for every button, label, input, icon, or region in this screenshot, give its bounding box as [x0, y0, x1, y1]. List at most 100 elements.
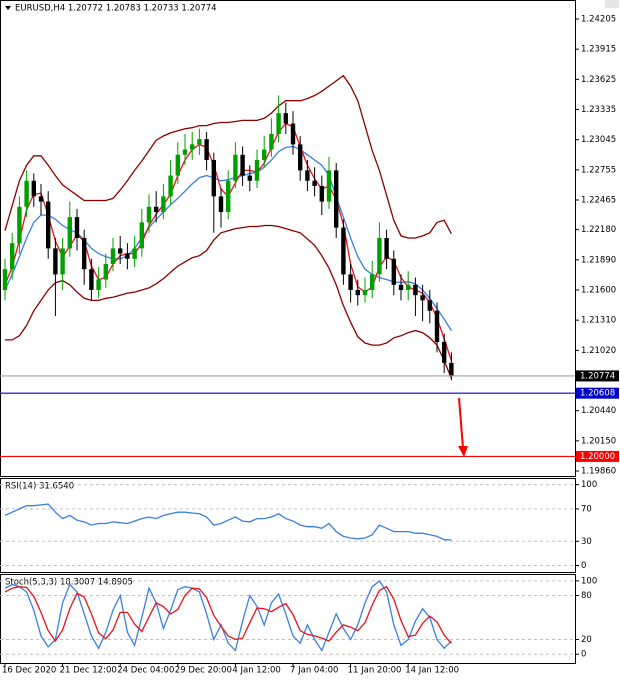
- price-level-box: [576, 370, 619, 382]
- candle-body: [125, 253, 130, 259]
- y-tick-label: 1.21600: [581, 285, 616, 295]
- candle-body: [269, 133, 274, 150]
- candle-body: [110, 248, 116, 264]
- candle-body: [233, 154, 238, 181]
- x-tick-label: 4 Jan 12:00: [232, 666, 280, 676]
- plot-layer: 1.24205 1.23915 1.23625 1.23335 1.23045 1.227…: [0, 14, 619, 676]
- indicator-line: [4, 579, 452, 652]
- candle-body: [46, 201, 51, 249]
- candle-body: [341, 227, 346, 275]
- candle-body: [74, 217, 80, 238]
- candle-body: [154, 206, 159, 212]
- rsi-panel-frame: [0, 478, 576, 573]
- candle-body: [204, 139, 209, 160]
- candle-body: [53, 248, 58, 275]
- x-tick-label: 7 Jan 04:00: [290, 666, 338, 676]
- candle-body: [370, 274, 375, 290]
- candle-body: [326, 170, 332, 202]
- x-tick-label: 14 Jan 12:00: [405, 666, 459, 676]
- y-tick-label: 1.22180: [581, 225, 616, 235]
- candle-body: [434, 310, 440, 343]
- y-tick-label: 70: [581, 504, 592, 514]
- y-tick-label: 1.22755: [581, 165, 616, 175]
- candle-body: [10, 243, 15, 270]
- candle-body: [406, 284, 411, 290]
- candle-body: [391, 258, 396, 285]
- y-tick-label: 30: [581, 537, 592, 547]
- candle-body: [319, 185, 324, 202]
- candle-body: [377, 237, 382, 275]
- x-tick-label: 11 Jan 20:00: [348, 666, 402, 676]
- y-tick-label: 0: [581, 561, 586, 571]
- candle-body: [218, 196, 224, 212]
- candle-body: [254, 159, 260, 181]
- candle-body: [60, 248, 65, 275]
- x-tick-label: 24 Dec 04:00: [117, 666, 174, 676]
- candle-body: [38, 196, 44, 202]
- candle-body: [2, 269, 8, 290]
- main-panel-frame: [0, 0, 576, 477]
- candle-body: [211, 159, 216, 197]
- y-tick-label: 1.24205: [581, 14, 616, 24]
- main-title: EURUSD,H4 1.20772 1.20783 1.20733 1.2077…: [15, 4, 217, 14]
- y-tick-label: 1.20150: [581, 436, 616, 446]
- candle-body: [89, 269, 94, 290]
- y-tick-label: 80: [581, 591, 592, 601]
- candle-body: [161, 196, 166, 212]
- candle-body: [146, 206, 152, 223]
- stoch-title: Stoch(5,3,3) 18.3007 14.8905: [5, 578, 133, 588]
- y-tick-label: 1.23625: [581, 75, 616, 85]
- candle-body: [398, 284, 404, 290]
- candle-body: [348, 274, 353, 290]
- candle-body: [240, 154, 245, 176]
- y-tick-label: 1.23045: [581, 135, 616, 145]
- y-tick-label: 1.21020: [581, 346, 616, 356]
- y-tick-label: 100: [581, 576, 597, 586]
- price-level-label: 1.20608: [580, 389, 615, 399]
- candle-body: [427, 300, 432, 311]
- candle-body: [226, 180, 231, 212]
- candle-body: [168, 175, 173, 197]
- candle-body: [132, 248, 137, 259]
- price-level-label: 1.20000: [580, 452, 615, 462]
- y-tick-label: 20: [581, 635, 592, 645]
- candle-body: [190, 144, 195, 150]
- y-tick-label: 1.20440: [581, 406, 616, 416]
- arrow-head: [458, 446, 468, 457]
- candle-body: [82, 237, 87, 270]
- y-tick-label: 100: [581, 480, 597, 490]
- y-tick-label: 1.22465: [581, 196, 616, 206]
- candle-body: [420, 295, 425, 301]
- candle-body: [362, 289, 368, 296]
- candle-body: [24, 180, 29, 207]
- price-level-box: [576, 450, 619, 462]
- candle-body: [17, 206, 22, 244]
- candle-body: [442, 342, 447, 363]
- indicator-line: [4, 74, 452, 239]
- candle-body: [262, 149, 267, 160]
- candle-body: [305, 170, 310, 181]
- candle-body: [118, 248, 123, 254]
- price-level-label: 1.20774: [580, 371, 615, 381]
- y-tick-label: 1.23335: [581, 105, 616, 115]
- y-tick-label: 1.21310: [581, 316, 616, 326]
- scroll-button[interactable]: [605, 0, 619, 8]
- stoch-panel-frame: [0, 574, 576, 664]
- candle-body: [31, 180, 36, 197]
- rsi-title: RSI(14) 31.6540: [5, 482, 74, 492]
- candle-body: [413, 284, 418, 296]
- x-tick-label: 21 Dec 12:00: [60, 666, 117, 676]
- candle-body: [384, 237, 389, 259]
- price-level-box: [576, 387, 619, 399]
- candle-body: [290, 123, 296, 145]
- candle-body: [449, 362, 454, 376]
- candle-body: [312, 180, 317, 186]
- symbol-menu-triangle[interactable]: [5, 6, 11, 10]
- candle-body: [175, 154, 180, 176]
- x-tick-label: 29 Dec 20:00: [175, 666, 232, 676]
- arrow-shaft: [458, 397, 464, 449]
- y-tick-label: 0: [581, 650, 586, 660]
